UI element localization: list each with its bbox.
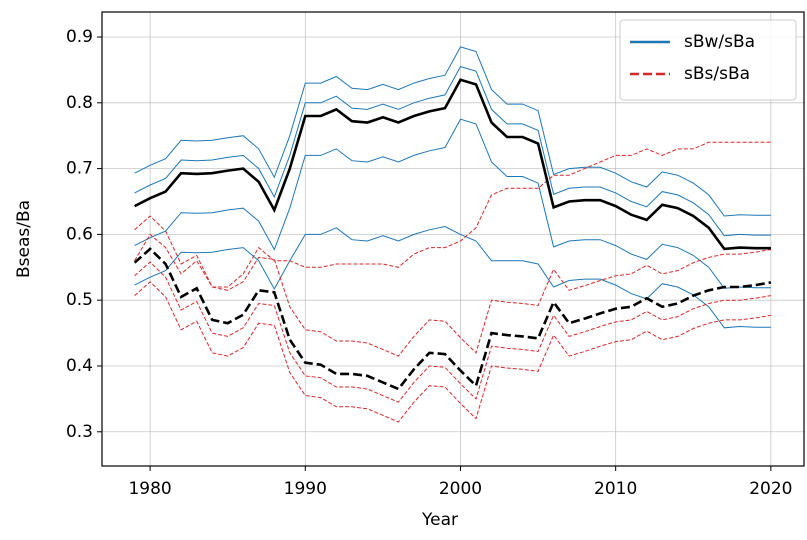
x-tick-label: 2020 [749, 479, 792, 499]
y-axis-label: Bseas/Ba [14, 200, 34, 278]
series-line [134, 215, 771, 357]
series-line [134, 66, 771, 237]
series-line [134, 46, 771, 217]
y-tick-label: 0.8 [66, 93, 93, 113]
y-tick-label: 0.5 [66, 290, 93, 310]
series-line [134, 78, 771, 251]
series-line [134, 141, 771, 288]
series-line [133, 247, 772, 391]
y-tick-label: 0.3 [66, 422, 93, 442]
series-line [134, 281, 771, 423]
y-tick-label: 0.6 [66, 224, 93, 244]
x-tick-label: 1990 [284, 479, 327, 499]
legend-label: sBs/sBa [684, 64, 750, 84]
series-line [134, 261, 771, 403]
plot-frame [101, 11, 805, 467]
x-tick-label: 2010 [594, 479, 637, 499]
y-tick-label: 0.7 [66, 159, 93, 179]
y-tick-label: 0.4 [66, 356, 93, 376]
x-tick-label: 1980 [128, 479, 171, 499]
legend-box [619, 19, 797, 101]
series-line [134, 118, 771, 289]
y-tick-label: 0.9 [66, 27, 93, 47]
x-axis-label: Year [421, 510, 458, 530]
x-tick-label: 2000 [439, 479, 482, 499]
series-line [134, 225, 771, 329]
legend-label: sBw/sBa [684, 32, 755, 52]
